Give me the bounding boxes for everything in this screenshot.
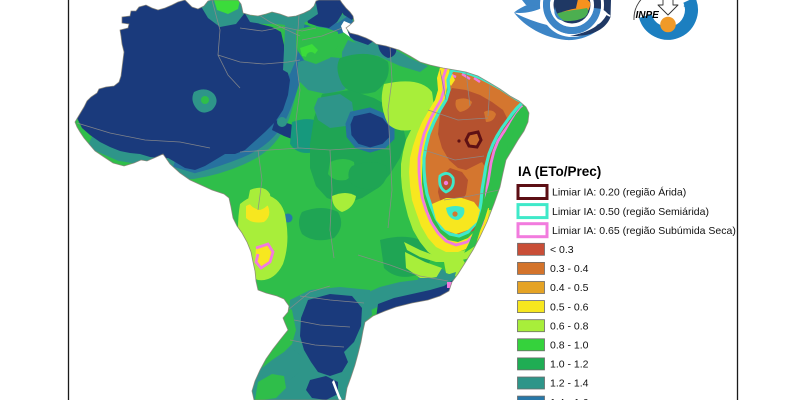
svg-text:1.2 - 1.4: 1.2 - 1.4 bbox=[550, 378, 589, 390]
svg-text:0.8 - 1.0: 0.8 - 1.0 bbox=[550, 340, 589, 352]
svg-text:IA (ETo/Prec): IA (ETo/Prec) bbox=[518, 164, 601, 179]
svg-text:1.4 - 1.6: 1.4 - 1.6 bbox=[550, 397, 589, 400]
svg-text:< 0.3: < 0.3 bbox=[550, 244, 574, 256]
svg-text:Limiar IA: 0.65 (região Subúmi: Limiar IA: 0.65 (região Subúmida Seca) bbox=[552, 225, 736, 237]
svg-text:0.4 - 0.5: 0.4 - 0.5 bbox=[550, 282, 589, 294]
svg-text:1.0 - 1.2: 1.0 - 1.2 bbox=[550, 359, 589, 371]
svg-text:Limiar IA: 0.20 (região Árida): Limiar IA: 0.20 (região Árida) bbox=[552, 186, 686, 199]
svg-text:INPE: INPE bbox=[636, 10, 660, 21]
svg-text:Limiar IA: 0.50 (região Semiár: Limiar IA: 0.50 (região Semiárida) bbox=[552, 206, 709, 218]
svg-text:0.5 - 0.6: 0.5 - 0.6 bbox=[550, 301, 589, 313]
svg-text:0.6 - 0.8: 0.6 - 0.8 bbox=[550, 320, 589, 332]
svg-text:0.3 - 0.4: 0.3 - 0.4 bbox=[550, 263, 589, 275]
